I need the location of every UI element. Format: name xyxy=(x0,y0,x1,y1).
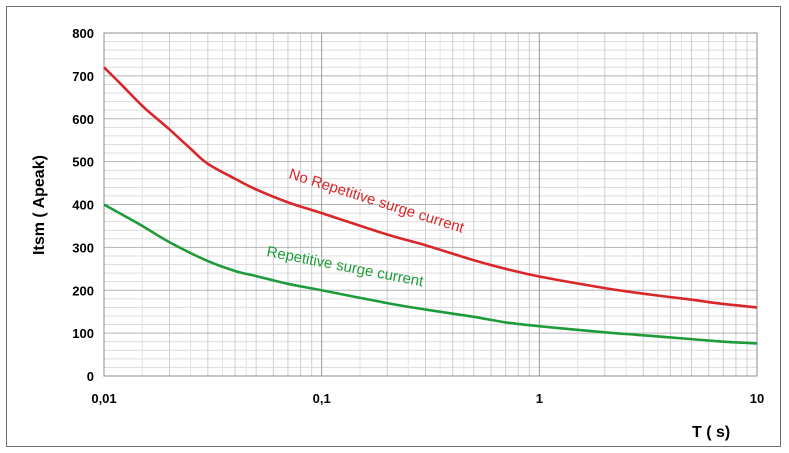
series-layer xyxy=(103,66,758,345)
x-tick-label: 0,01 xyxy=(91,391,116,406)
y-tick-label: 600 xyxy=(72,112,94,127)
y-tick-label: 500 xyxy=(72,155,94,170)
y-axis-title: Itsm ( Apeak) xyxy=(31,155,48,255)
y-tick-labels: 0 100 200 300 400 500 600 700 800 xyxy=(72,26,94,384)
y-tick-label: 200 xyxy=(72,283,94,298)
y-tick-label: 300 xyxy=(72,240,94,255)
y-tick-label: 800 xyxy=(72,26,94,41)
no-repetitive-surge-curve xyxy=(103,66,758,309)
y-tick-label: 400 xyxy=(72,198,94,213)
y-tick-label: 100 xyxy=(72,326,94,341)
y-tick-label: 700 xyxy=(72,69,94,84)
x-axis-title: T ( s) xyxy=(692,424,730,441)
chart-frame xyxy=(6,6,781,447)
x-tick-label: 10 xyxy=(750,391,764,406)
x-tick-labels: 0,01 0,1 1 10 xyxy=(91,391,764,406)
x-tick-label: 0,1 xyxy=(313,391,331,406)
x-tick-label: 1 xyxy=(536,391,543,406)
repetitive-surge-curve xyxy=(103,203,758,345)
y-tick-label: 0 xyxy=(87,369,94,384)
